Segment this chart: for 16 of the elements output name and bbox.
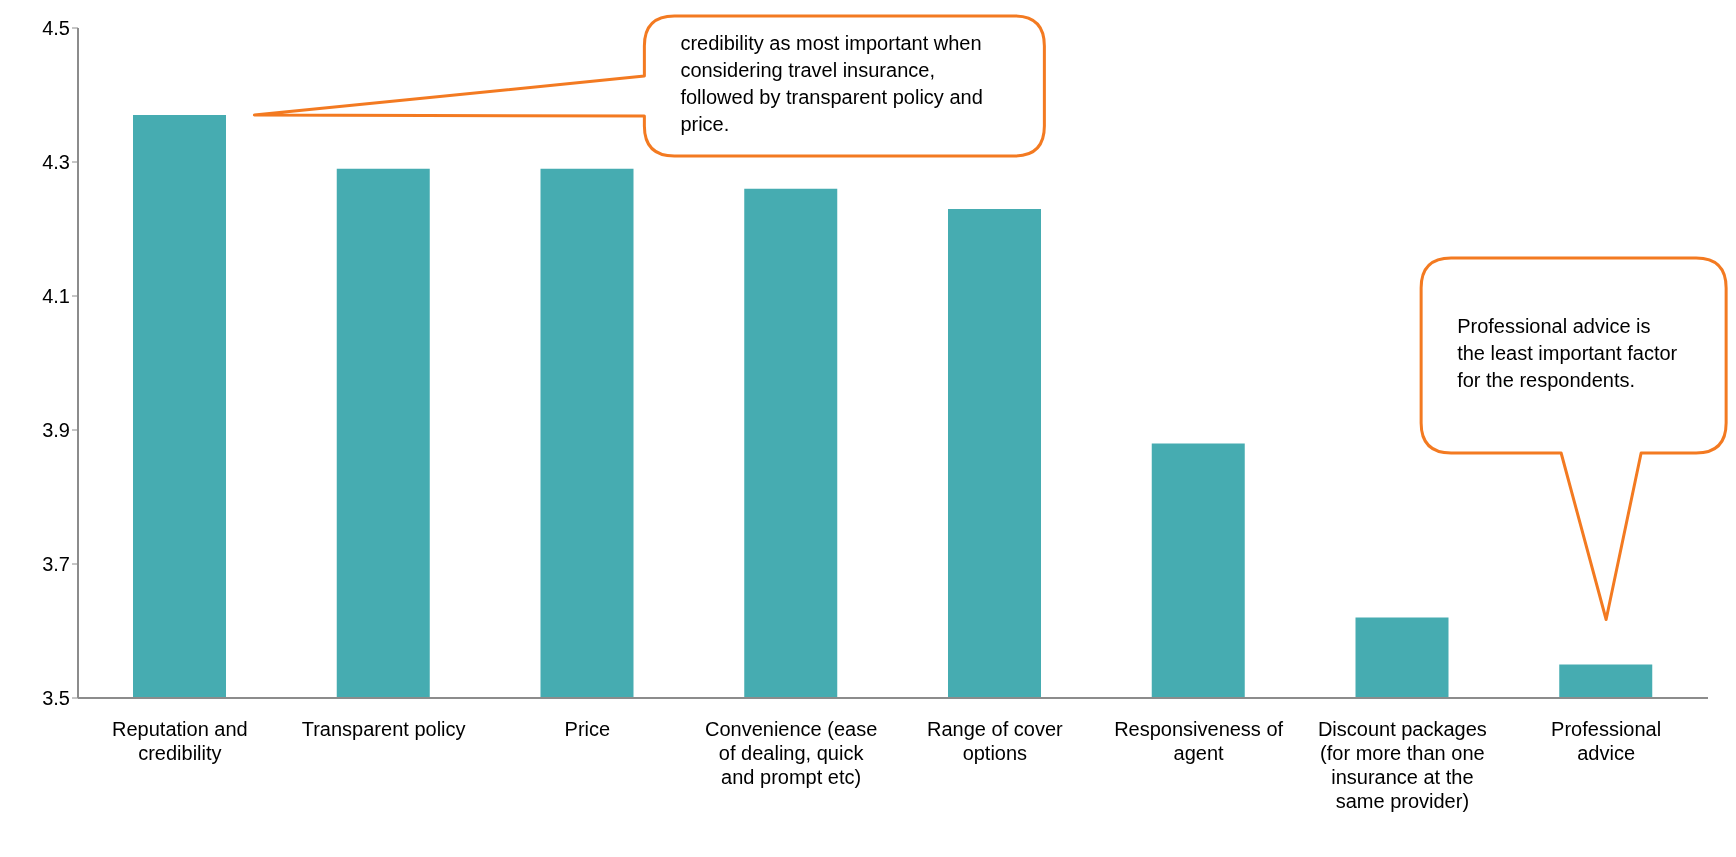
x-tick-label: Reputation and credibility xyxy=(112,718,248,764)
annotation: Professional advice is the least important factor for the respondents. xyxy=(1457,314,1679,393)
y-tick-label: 4.1 xyxy=(42,285,70,308)
y-tick-label: 4.3 xyxy=(42,151,70,174)
x-tick-label: Range of cover options xyxy=(927,718,1064,764)
annotation: credibility as most important when considering travel insurance, followed by transparent policy and price. xyxy=(680,31,984,137)
x-tick-label: Transparent policy xyxy=(301,718,466,740)
x-tick-label: Professional advice xyxy=(1551,718,1662,764)
y-tick-label: 3.5 xyxy=(42,687,70,710)
x-tick-label: Responsiveness of agent xyxy=(1114,718,1284,764)
y-tick-label: 3.7 xyxy=(42,553,70,576)
x-tick-label: Discount packages (for more than one insurance at the same provider) xyxy=(1317,718,1487,812)
y-tick-label: 4.5 xyxy=(42,17,70,40)
x-tick-label: Convenience (ease of dealing, quick and prompt etc) xyxy=(704,718,878,788)
y-tick-label: 3.9 xyxy=(42,419,70,442)
x-tick-label: Price xyxy=(564,718,611,740)
